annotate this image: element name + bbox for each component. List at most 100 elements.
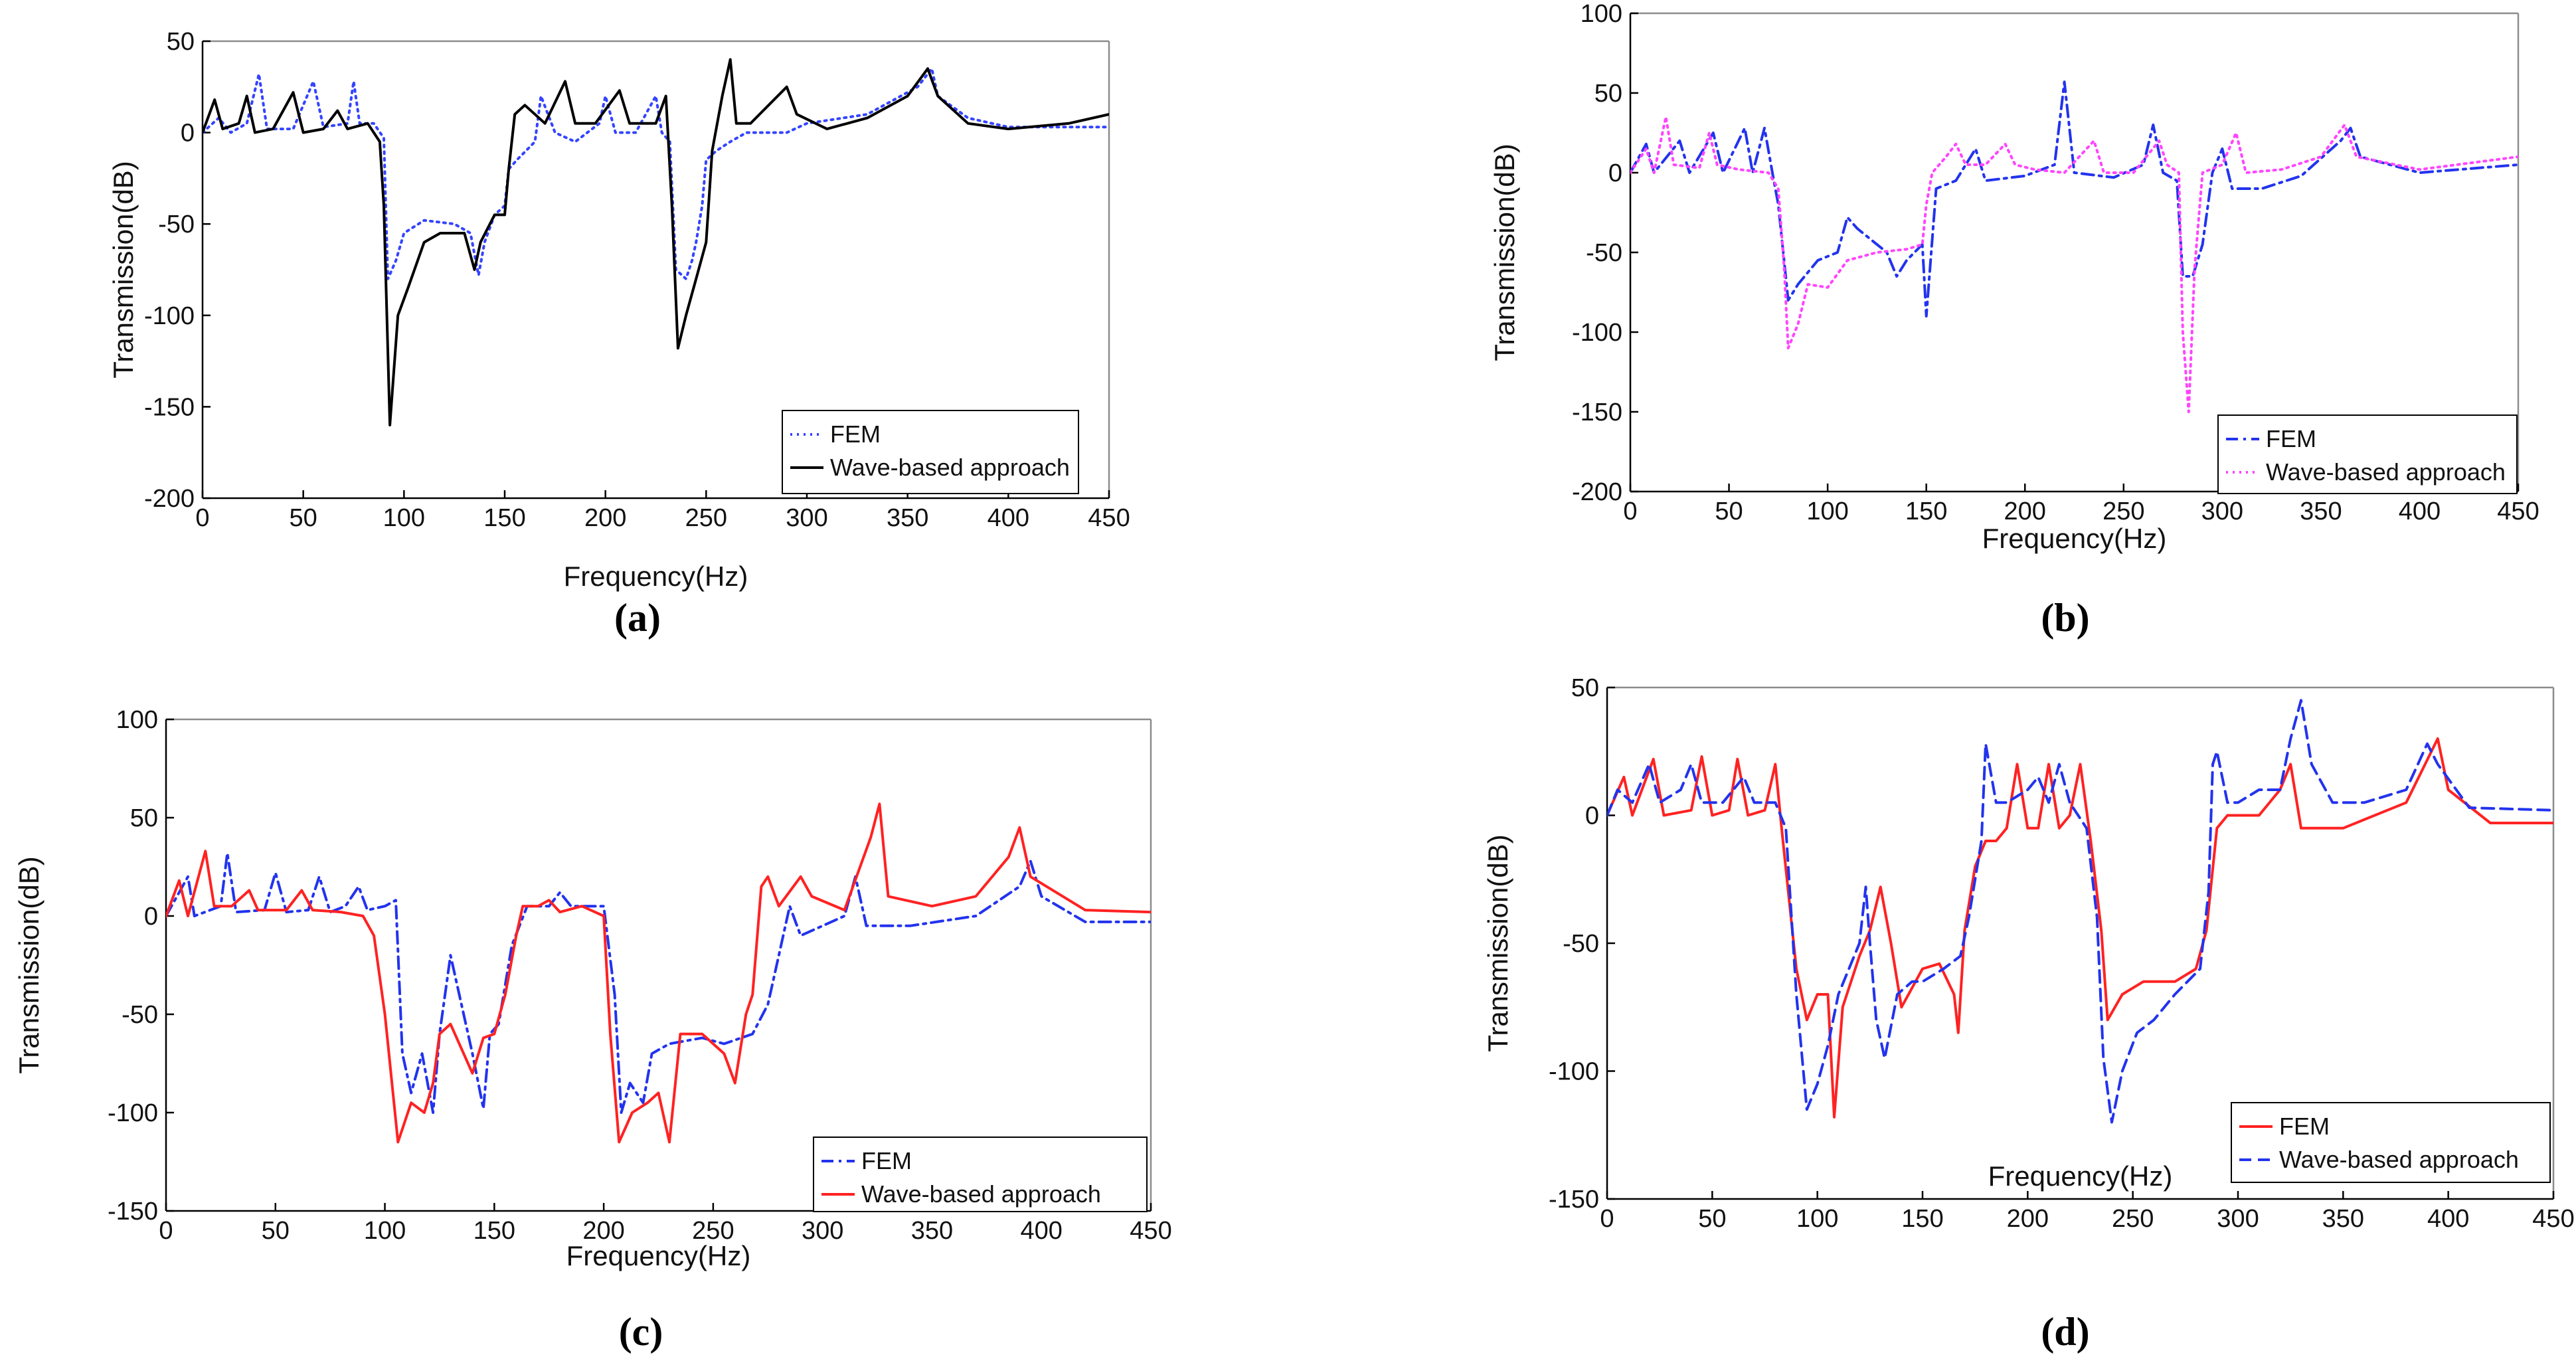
x-tick-label: 50 — [290, 504, 317, 532]
y-tick-label: 0 — [1608, 159, 1622, 187]
y-tick-label: -150 — [1572, 399, 1622, 426]
x-tick-label: 300 — [2201, 498, 2243, 525]
x-tick-label: 450 — [2532, 1205, 2574, 1233]
x-tick-label: 300 — [802, 1217, 843, 1245]
x-tick-label: 0 — [195, 504, 209, 532]
y-tick-label: -50 — [158, 211, 195, 238]
series-line-fem — [1630, 80, 2518, 318]
series-line-fem — [166, 852, 1151, 1114]
y-axis-title: Transmission(dB) — [1489, 143, 1520, 361]
y-tick-label: -100 — [144, 302, 195, 330]
series-line-wave-based — [1630, 116, 2518, 413]
x-tick-label: 450 — [1130, 1217, 1171, 1245]
x-tick-label: 150 — [483, 504, 525, 532]
legend: FEM Wave-based approach — [813, 1137, 1148, 1212]
series-line-fem — [203, 67, 1109, 280]
x-tick-label: 350 — [887, 504, 928, 532]
panel-caption: (c) — [619, 1310, 663, 1354]
series-line-fem — [1607, 737, 2553, 1119]
chart-panel-c: 0 50 100 150 200 250 300 350 400 450 100 50 0 -50 -100… — [13, 706, 1172, 1354]
legend-box — [2231, 1102, 2551, 1183]
x-tick-label: 100 — [1806, 498, 1848, 525]
x-tick-label: 400 — [1021, 1217, 1063, 1245]
y-axis-title: Transmission(dB) — [1482, 834, 1513, 1052]
x-tick-label: 50 — [262, 1217, 290, 1245]
y-tick-label: -50 — [1586, 239, 1622, 267]
x-tick-label: 0 — [1623, 498, 1637, 525]
panel-caption: (b) — [2041, 596, 2089, 640]
chart-panel-a: 0 50 100 150 200 250 300 350 400 450500-50-100-15… — [108, 28, 1130, 640]
x-axis-title: Frequency(Hz) — [566, 1240, 751, 1271]
y-tick-label: 100 — [1581, 0, 1622, 28]
legend-label: Wave-based approach — [830, 454, 1070, 481]
x-tick-label: 200 — [582, 1217, 624, 1245]
y-tick-label: -100 — [1572, 319, 1622, 347]
legend-label: FEM — [2279, 1113, 2330, 1140]
chart-panel-d: 0 50 100 150 200 250 300 350 400 450500-50-100-15… — [1482, 674, 2575, 1354]
y-axis-title: Transmission(dB) — [13, 856, 44, 1074]
series-line-wave-based — [203, 58, 1109, 426]
legend: FEM Wave-based approach — [2231, 1102, 2551, 1183]
x-tick-label: 200 — [2007, 1205, 2049, 1233]
x-tick-label: 100 — [364, 1217, 406, 1245]
y-tick-label: 50 — [1571, 674, 1599, 702]
x-tick-label: 50 — [1715, 498, 1743, 525]
x-tick-label: 150 — [473, 1217, 515, 1245]
y-tick-label: -50 — [122, 1001, 158, 1029]
x-tick-label: 450 — [1088, 504, 1130, 532]
x-tick-label: 50 — [1698, 1205, 1726, 1233]
legend-label: Wave-based approach — [2266, 458, 2506, 486]
legend: FEM Wave-based approach — [2217, 414, 2518, 494]
x-tick-label: 0 — [159, 1217, 173, 1245]
legend-box — [2217, 414, 2518, 494]
x-tick-label: 250 — [685, 504, 727, 532]
panel-caption: (a) — [614, 596, 661, 640]
y-tick-label: -100 — [108, 1099, 158, 1127]
x-tick-label: 200 — [2004, 498, 2046, 525]
legend-label: Wave-based approach — [2279, 1146, 2519, 1173]
x-tick-label: 100 — [1796, 1205, 1838, 1233]
y-tick-label: 0 — [1585, 802, 1599, 830]
x-tick-label: 100 — [383, 504, 425, 532]
y-tick-label: -150 — [1549, 1186, 1599, 1214]
x-tick-label: 300 — [2217, 1205, 2259, 1233]
legend-label: Wave-based approach — [861, 1180, 1101, 1208]
x-tick-label: 200 — [584, 504, 626, 532]
x-tick-label: 150 — [1901, 1205, 1943, 1233]
y-tick-label: -150 — [144, 393, 195, 421]
y-tick-label: 0 — [144, 903, 158, 931]
x-tick-label: 400 — [2399, 498, 2441, 525]
x-tick-label: 250 — [692, 1217, 734, 1245]
y-tick-label: 50 — [130, 804, 158, 832]
x-axis-title: Frequency(Hz) — [1988, 1160, 2173, 1192]
y-tick-label: -50 — [1563, 930, 1599, 958]
x-tick-label: 350 — [911, 1217, 953, 1245]
legend-label: FEM — [830, 420, 881, 448]
legend-box — [782, 410, 1079, 494]
y-tick-label: -100 — [1549, 1058, 1599, 1086]
y-tick-label: -200 — [144, 485, 195, 513]
x-tick-label: 400 — [987, 504, 1029, 532]
y-tick-label: 100 — [116, 706, 158, 734]
x-tick-label: 350 — [2300, 498, 2342, 525]
x-tick-label: 250 — [2103, 498, 2144, 525]
x-tick-label: 350 — [2322, 1205, 2364, 1233]
y-tick-label: -200 — [1572, 478, 1622, 506]
x-tick-label: 150 — [1905, 498, 1947, 525]
x-tick-label: 300 — [786, 504, 827, 532]
y-tick-label: 50 — [167, 28, 195, 56]
x-axis-title: Frequency(Hz) — [1982, 523, 2167, 554]
y-tick-label: -150 — [108, 1198, 158, 1226]
y-tick-label: 50 — [1594, 80, 1622, 108]
x-tick-label: 450 — [2497, 498, 2539, 525]
legend-label: FEM — [2266, 425, 2316, 452]
y-axis-title: Transmission(dB) — [108, 161, 139, 379]
legend-box — [813, 1137, 1148, 1212]
x-tick-label: 250 — [2112, 1205, 2154, 1233]
series-line-wave-based — [166, 802, 1151, 1144]
x-tick-label: 400 — [2427, 1205, 2469, 1233]
panel-caption: (d) — [2041, 1310, 2089, 1354]
series-line-wave-based — [1607, 699, 2553, 1124]
x-tick-label: 0 — [1600, 1205, 1614, 1233]
